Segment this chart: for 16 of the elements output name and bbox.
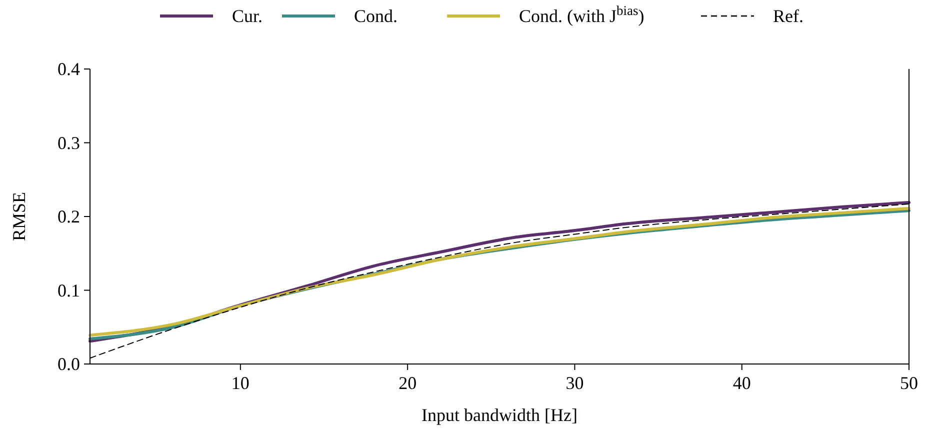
legend-label: Cond. — [354, 6, 398, 26]
y-tick-label: 0.2 — [58, 206, 80, 226]
y-axis-title: RMSE — [9, 192, 29, 242]
x-tick-label: 10 — [231, 373, 250, 393]
y-tick-label: 0.4 — [58, 59, 80, 79]
x-axis-title: Input bandwidth [Hz] — [422, 405, 578, 425]
legend-label: Cur. — [232, 6, 263, 26]
x-tick-label: 40 — [732, 373, 751, 393]
legend-label: Cond. (with J$^{bias}$) — [519, 2, 644, 26]
y-tick-label: 0.1 — [58, 280, 80, 300]
x-tick-label: 20 — [398, 373, 417, 393]
x-tick-label: 50 — [900, 373, 918, 393]
y-tick-label: 0.3 — [58, 132, 80, 153]
legend-label: Ref. — [773, 6, 804, 26]
y-tick-label: 0.0 — [58, 354, 80, 374]
x-tick-label: 30 — [566, 373, 584, 393]
